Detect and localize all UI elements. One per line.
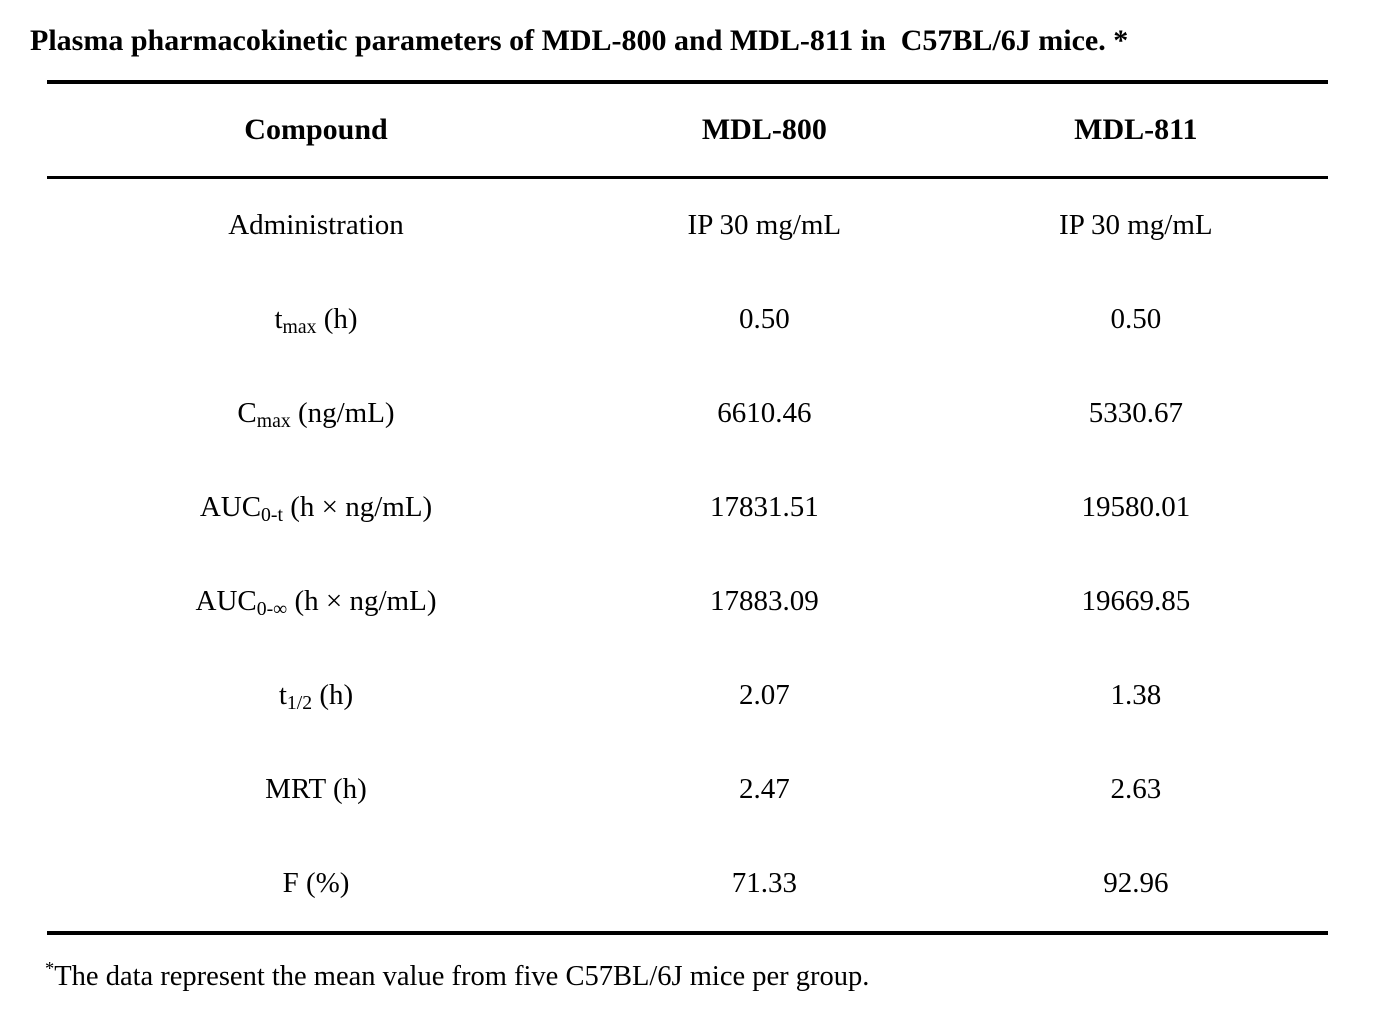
row-label: AUC0-t (h × ng/mL) — [47, 491, 585, 526]
header-mdl800: MDL-800 — [701, 112, 827, 146]
footnote-text: The data represent the mean value from f… — [54, 960, 870, 992]
row-label-sub: 0-∞ — [256, 597, 288, 620]
table-row-tmax: tmax (h) 0.50 0.50 — [47, 273, 1328, 367]
value-mdl800: 17831.51 — [709, 491, 819, 523]
row-label: t1/2 (h) — [47, 679, 585, 714]
row-label: tmax (h) — [47, 303, 585, 338]
row-label: F (%) — [47, 867, 585, 900]
value-mdl811: 0.50 — [1110, 303, 1162, 335]
table-row-auc0t: AUC0-t (h × ng/mL) 17831.51 19580.01 — [47, 461, 1328, 555]
row-label: Cmax (ng/mL) — [47, 397, 585, 432]
value-mdl811: IP 30 mg/mL — [1059, 209, 1213, 241]
value-mdl811: 5330.67 — [1088, 397, 1183, 429]
row-label-pre: t — [274, 303, 283, 335]
row-label: AUC0-∞ (h × ng/mL) — [47, 585, 585, 620]
row-label: Administration — [47, 209, 585, 242]
row-label-post: (h) — [316, 303, 358, 335]
value-mdl811: 1.38 — [1110, 679, 1162, 711]
table-row-mrt: MRT (h) 2.47 2.63 — [47, 743, 1328, 837]
value-mdl811: 19580.01 — [1081, 491, 1191, 523]
row-label-sub: 0-t — [261, 503, 283, 526]
value-mdl800: 2.47 — [738, 773, 790, 805]
row-label-pre: AUC — [195, 585, 257, 617]
row-label-pre: MRT (h) — [265, 773, 367, 805]
table-row-cmax: Cmax (ng/mL) 6610.46 5330.67 — [47, 367, 1328, 461]
table-row-administration: Administration IP 30 mg/mL IP 30 mg/mL — [47, 179, 1328, 273]
value-mdl800: 6610.46 — [717, 397, 812, 429]
table-row-f: F (%) 71.33 92.96 — [47, 837, 1328, 931]
value-mdl811: 19669.85 — [1081, 585, 1191, 617]
row-label-sub: 1/2 — [286, 691, 313, 714]
row-label-pre: F (%) — [282, 867, 350, 899]
row-label-sub: max — [282, 315, 317, 338]
table-header-row: Compound MDL-800 MDL-811 — [47, 84, 1328, 179]
table-row-auc0inf: AUC0-∞ (h × ng/mL) 17883.09 19669.85 — [47, 555, 1328, 649]
value-mdl811: 92.96 — [1103, 867, 1169, 899]
value-mdl811: 2.63 — [1110, 773, 1162, 805]
value-mdl800: IP 30 mg/mL — [687, 209, 842, 241]
row-label-post: (h × ng/mL) — [287, 585, 437, 617]
value-mdl800: 17883.09 — [709, 585, 819, 617]
value-mdl800: 71.33 — [731, 867, 797, 899]
pk-table: Compound MDL-800 MDL-811 Administration … — [47, 79, 1328, 935]
row-label-pre: Administration — [228, 209, 404, 241]
row-label-pre: t — [278, 679, 287, 711]
row-label-post: (h × ng/mL) — [282, 491, 433, 523]
row-label-pre: AUC — [199, 491, 262, 523]
row-label-sub: max — [256, 409, 291, 432]
table-row-thalf: t1/2 (h) 2.07 1.38 — [47, 649, 1328, 743]
table-title: Plasma pharmacokinetic parameters of MDL… — [30, 24, 1129, 57]
row-label-pre: C — [237, 397, 257, 429]
header-mdl811: MDL-811 — [1074, 112, 1198, 146]
header-compound: Compound — [244, 112, 388, 146]
table-footnote: *The data represent the mean value from … — [45, 958, 1374, 993]
row-label-post: (h) — [312, 679, 354, 711]
value-mdl800: 2.07 — [738, 679, 790, 711]
value-mdl800: 0.50 — [738, 303, 790, 335]
row-label-post: (ng/mL) — [290, 397, 395, 429]
row-label: MRT (h) — [47, 773, 585, 806]
footnote-asterisk: * — [45, 958, 55, 979]
